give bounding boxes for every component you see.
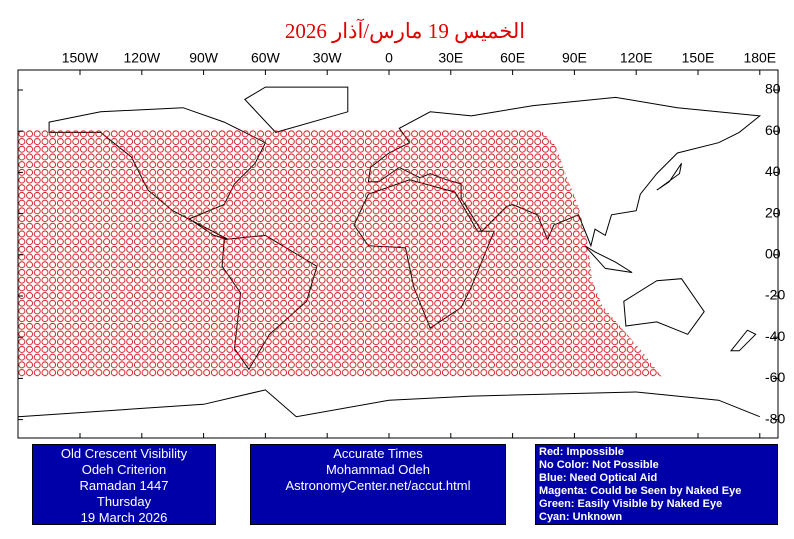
lat-label: 40 <box>765 163 781 179</box>
legend-line: No Color: Not Possible <box>539 459 659 471</box>
coastline <box>623 278 705 335</box>
coastline <box>18 389 760 418</box>
info-box-line: Ramadan 1447 <box>79 478 169 493</box>
credit-box: Accurate Times Mohammad Odeh AstronomyCent… <box>250 444 506 525</box>
lat-label: -60 <box>765 369 785 385</box>
legend-box: Red: Impossible No Color: Not Possible Blu… <box>535 444 778 525</box>
lat-label: 60 <box>765 122 781 138</box>
lat-label: 80 <box>765 81 781 97</box>
lon-label: 90W <box>189 50 219 66</box>
tick-marks <box>18 70 778 438</box>
coastline <box>244 86 349 133</box>
coastline <box>656 163 682 191</box>
lat-label: -20 <box>765 287 785 303</box>
lat-label: 00 <box>765 246 781 262</box>
lon-label: 120W <box>124 50 161 66</box>
lat-label: -80 <box>765 410 785 426</box>
legend-line: Blue: Need Optical Aid <box>539 472 658 484</box>
lat-label: 20 <box>765 204 781 220</box>
info-box-line: Thursday <box>96 494 152 509</box>
map-title: الخميس 19 مارس/آذار 2026 <box>285 17 525 44</box>
lon-label: 30W <box>313 50 343 66</box>
lon-label: 60W <box>251 50 281 66</box>
info-box: Old Crescent Visibility Odeh Criterion Ram… <box>32 444 216 525</box>
legend-line: Green: Easily Visible by Naked Eye <box>539 498 723 510</box>
lon-label: 60E <box>500 50 525 66</box>
lat-label: -40 <box>765 328 785 344</box>
coastline <box>584 245 633 273</box>
impossible-region <box>18 130 662 377</box>
info-box-line: Old Crescent Visibility <box>60 446 188 461</box>
credit-box-line: AstronomyCenter.net/accut.html <box>285 478 471 493</box>
lon-label: 180E <box>743 50 776 66</box>
legend-line: Cyan: Unknown <box>539 511 623 523</box>
legend-line: Magenta: Could be Seen by Naked Eye <box>539 485 742 497</box>
lon-label: 0 <box>385 50 393 66</box>
credit-box-line: Accurate Times <box>333 446 423 461</box>
lon-label: 150W <box>62 50 99 66</box>
legend-line: Red: Impossible <box>539 446 624 458</box>
lon-label: 120E <box>620 50 653 66</box>
info-box-line: Odeh Criterion <box>81 462 167 477</box>
credit-box-line: Mohammad Odeh <box>325 462 431 477</box>
lon-label: 150E <box>682 50 715 66</box>
lon-label: 90E <box>562 50 587 66</box>
lon-label: 30E <box>438 50 463 66</box>
info-box-line: 19 March 2026 <box>80 510 168 525</box>
coastline <box>729 329 757 352</box>
map: الخميس 19 مارس/آذار 2026 150W 120W 90W 60W 3… <box>17 17 785 439</box>
